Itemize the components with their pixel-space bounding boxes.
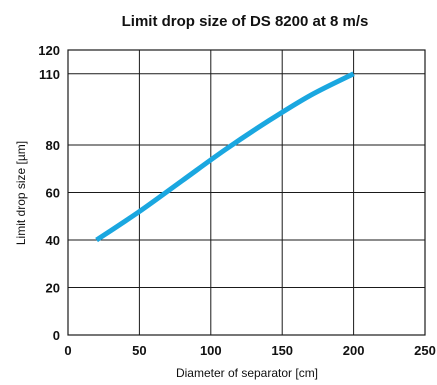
- x-tick-label: 250: [414, 343, 436, 358]
- y-tick-label: 60: [46, 186, 60, 201]
- y-tick-label: 120: [38, 43, 60, 58]
- y-axis-label: Limit drop size [µm]: [14, 141, 28, 245]
- series-line-0: [95, 71, 355, 243]
- y-tick-label: 40: [46, 233, 60, 248]
- grid: [68, 50, 425, 335]
- y-tick-label: 0: [53, 328, 60, 343]
- x-tick-label: 50: [132, 343, 146, 358]
- x-tick-label: 0: [64, 343, 71, 358]
- x-tick-label: 200: [343, 343, 365, 358]
- y-tick-label: 20: [46, 281, 60, 296]
- chart-title: Limit drop size of DS 8200 at 8 m/s: [122, 13, 369, 30]
- x-axis-ticks: 0 50 100 150 200 250: [64, 343, 435, 358]
- plot-frame: [67, 49, 426, 336]
- y-tick-label: 80: [46, 138, 60, 153]
- y-tick-label: 110: [39, 67, 60, 82]
- x-axis-label: Diameter of separator [cm]: [176, 366, 318, 380]
- x-tick-label: 150: [271, 343, 293, 358]
- x-tick-label: 100: [200, 343, 222, 358]
- series-group: [95, 71, 355, 243]
- y-axis-ticks: 0 20 40 60 80 110 120: [38, 43, 60, 343]
